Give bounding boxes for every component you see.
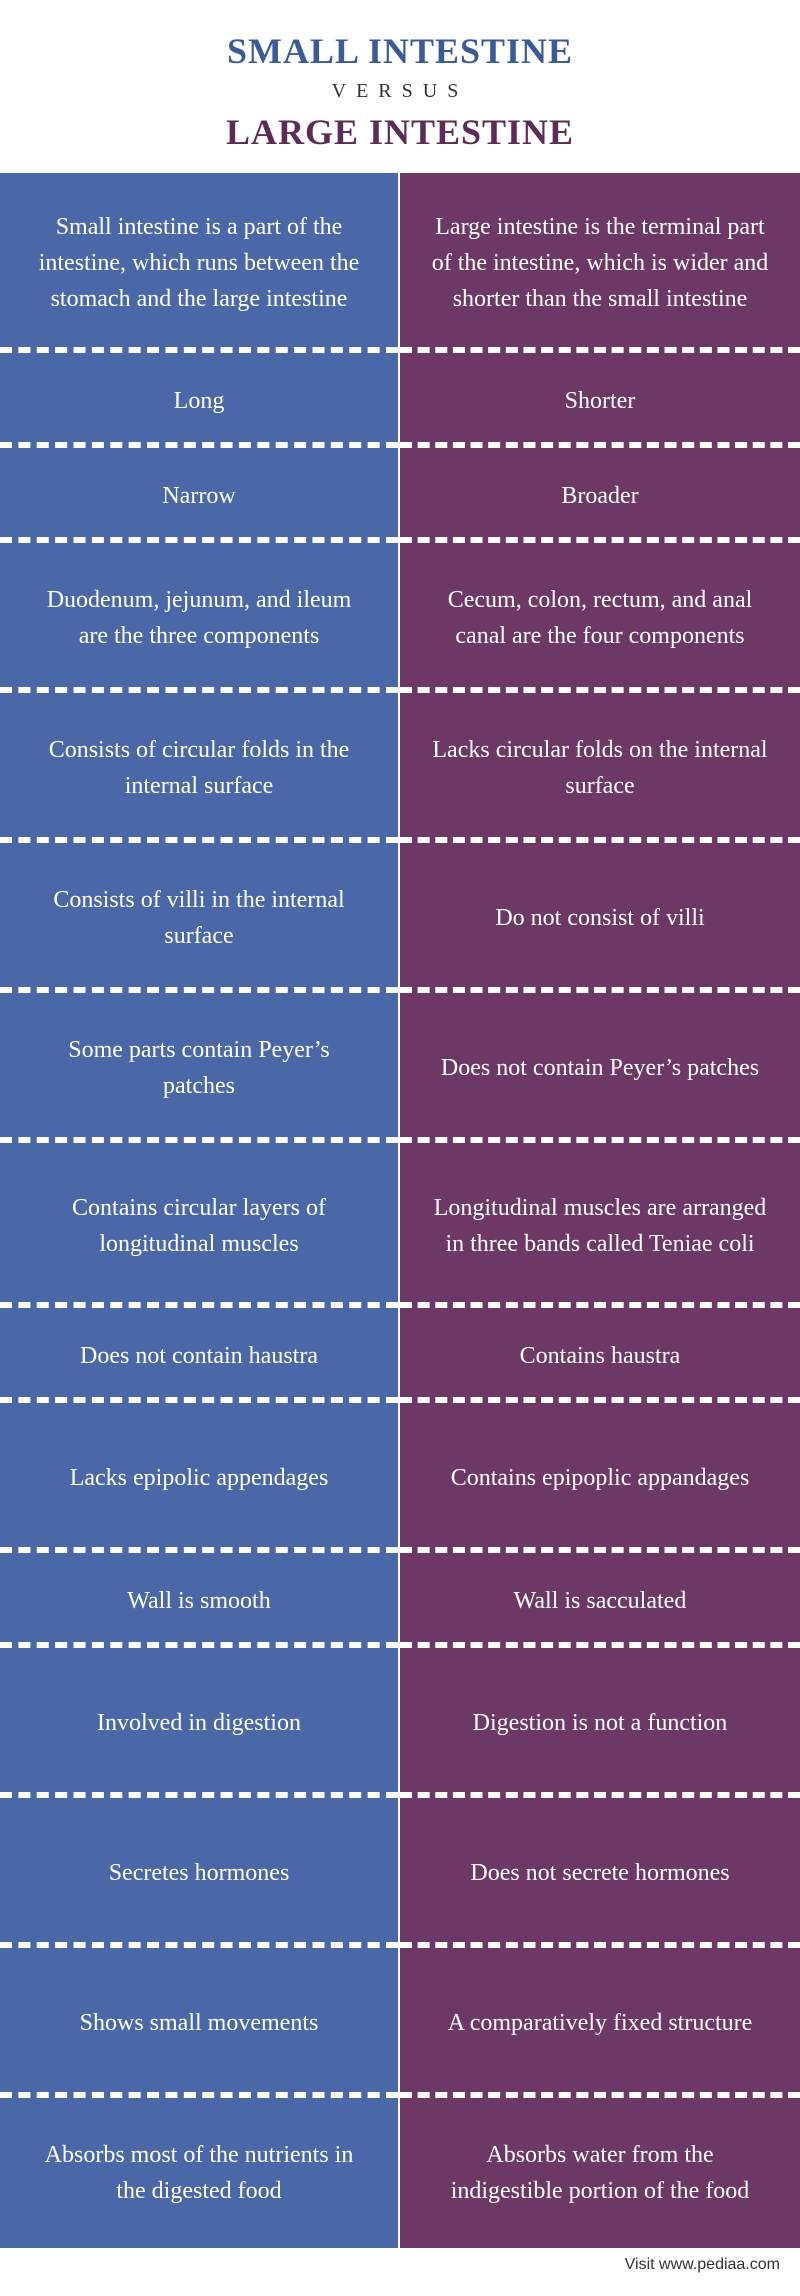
- infographic-container: SMALL INTESTINE VERSUS LARGE INTESTINE S…: [0, 0, 800, 2282]
- comparison-cell-left: Wall is smooth: [0, 1553, 400, 1648]
- comparison-cell-right: Absorbs water from the indigestible port…: [400, 2098, 800, 2248]
- comparison-cell-right: Broader: [400, 448, 800, 543]
- comparison-cell-left: Shows small movements: [0, 1948, 400, 2098]
- comparison-cell-left: Duodenum, jejunum, and ileum are the thr…: [0, 543, 400, 693]
- column-small-intestine: Small intestine is a part of the intesti…: [0, 173, 400, 2248]
- comparison-cell-right: Lacks circular folds on the internal sur…: [400, 693, 800, 843]
- comparison-cell-left: Some parts contain Peyer’s patches: [0, 993, 400, 1143]
- comparison-cell-right: Cecum, colon, rectum, and anal canal are…: [400, 543, 800, 693]
- comparison-cell-right: Digestion is not a function: [400, 1648, 800, 1798]
- comparison-cell-right: Large intestine is the terminal part of …: [400, 173, 800, 353]
- comparison-cell-left: Secretes hormones: [0, 1798, 400, 1948]
- comparison-cell-right: A comparatively fixed structure: [400, 1948, 800, 2098]
- comparison-cell-left: Involved in digestion: [0, 1648, 400, 1798]
- comparison-cell-right: Does not secrete hormones: [400, 1798, 800, 1948]
- comparison-cell-left: Narrow: [0, 448, 400, 543]
- comparison-cell-left: Contains circular layers of longitudinal…: [0, 1143, 400, 1308]
- comparison-cell-right: Do not consist of villi: [400, 843, 800, 993]
- column-large-intestine: Large intestine is the terminal part of …: [400, 173, 800, 2248]
- comparison-cell-right: Does not contain Peyer’s patches: [400, 993, 800, 1143]
- versus-label: VERSUS: [0, 80, 800, 103]
- comparison-cell-left: Small intestine is a part of the intesti…: [0, 173, 400, 353]
- title-small-intestine: SMALL INTESTINE: [0, 30, 800, 72]
- comparison-cell-right: Shorter: [400, 353, 800, 448]
- comparison-cell-right: Contains epipoplic appandages: [400, 1403, 800, 1553]
- comparison-cell-left: Consists of villi in the internal surfac…: [0, 843, 400, 993]
- comparison-cell-left: Lacks epipolic appendages: [0, 1403, 400, 1553]
- footer-credit: Visit www.pediaa.com: [0, 2248, 800, 2282]
- comparison-table: Small intestine is a part of the intesti…: [0, 173, 800, 2248]
- comparison-cell-right: Contains haustra: [400, 1308, 800, 1403]
- comparison-cell-right: Longitudinal muscles are arranged in thr…: [400, 1143, 800, 1308]
- comparison-cell-left: Long: [0, 353, 400, 448]
- header: SMALL INTESTINE VERSUS LARGE INTESTINE: [0, 0, 800, 173]
- comparison-cell-left: Consists of circular folds in the intern…: [0, 693, 400, 843]
- comparison-cell-right: Wall is sacculated: [400, 1553, 800, 1648]
- comparison-cell-left: Does not contain haustra: [0, 1308, 400, 1403]
- comparison-cell-left: Absorbs most of the nutrients in the dig…: [0, 2098, 400, 2248]
- title-large-intestine: LARGE INTESTINE: [0, 111, 800, 153]
